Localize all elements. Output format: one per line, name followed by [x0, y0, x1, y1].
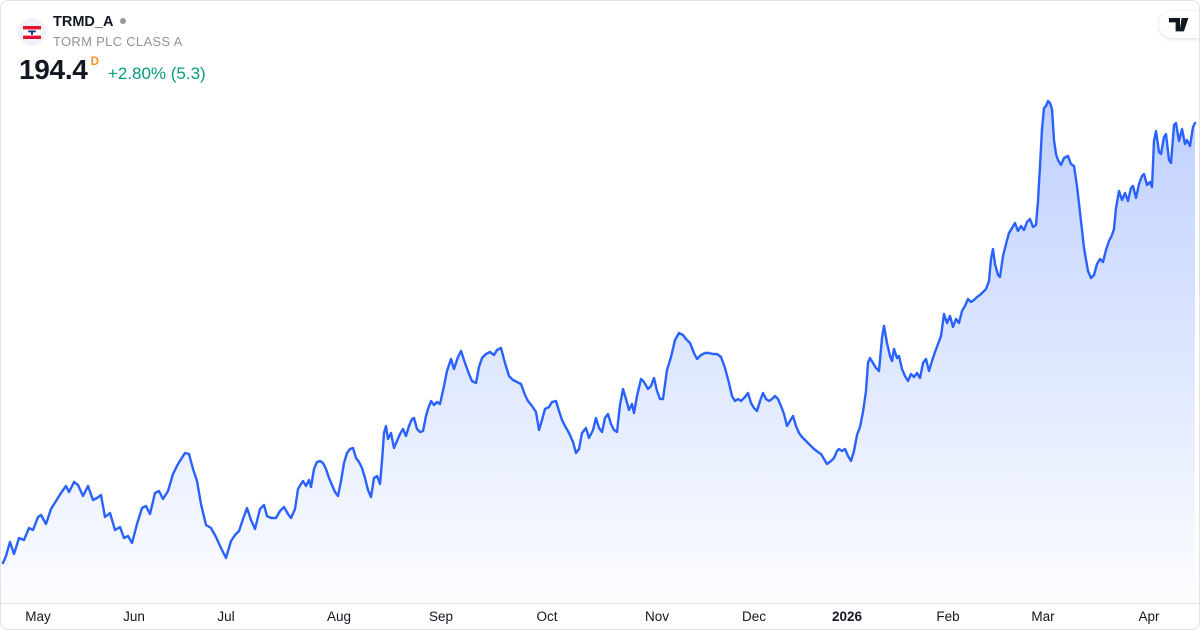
tradingview-attribution-button[interactable] [1159, 11, 1199, 38]
torm-flag-icon [23, 25, 41, 39]
x-axis-label-apr: Apr [1138, 609, 1160, 624]
interval-badge: D [90, 56, 99, 68]
x-axis-label-2026: 2026 [831, 609, 863, 624]
x-axis-label-aug: Aug [326, 609, 352, 624]
symbol-ticker: TRMD_A [53, 14, 114, 30]
x-axis-label-nov: Nov [644, 609, 670, 624]
last-price: 194.4 [19, 54, 88, 85]
tradingview-logo-icon [1169, 17, 1189, 31]
x-axis: May Jun Jul Aug Sep Oct Nov Dec 2026 Feb Mar Apr [1, 604, 1199, 629]
area-fill [3, 101, 1195, 603]
price-row: 194.4 D +2.80% (5.3) [19, 54, 206, 86]
x-axis-label-jun: Jun [123, 609, 145, 624]
symbol-title: TRMD_A [53, 13, 127, 32]
x-axis-label-feb: Feb [936, 609, 960, 624]
x-axis-label-jul: Jul [217, 609, 235, 624]
x-axis-label-dec: Dec [741, 609, 767, 624]
axis-separator [1, 603, 1199, 604]
market-status-dot-icon [120, 18, 127, 25]
x-axis-label-may: May [25, 609, 51, 624]
symbol-logo [18, 18, 46, 46]
company-name: TORM PLC CLASS A [53, 34, 183, 49]
x-axis-label-mar: Mar [1031, 609, 1055, 624]
price-line [1, 99, 1197, 565]
x-axis-label-sep: Sep [428, 609, 454, 624]
price-change: +2.80% (5.3) [107, 64, 206, 83]
x-axis-label-oct: Oct [536, 609, 558, 624]
